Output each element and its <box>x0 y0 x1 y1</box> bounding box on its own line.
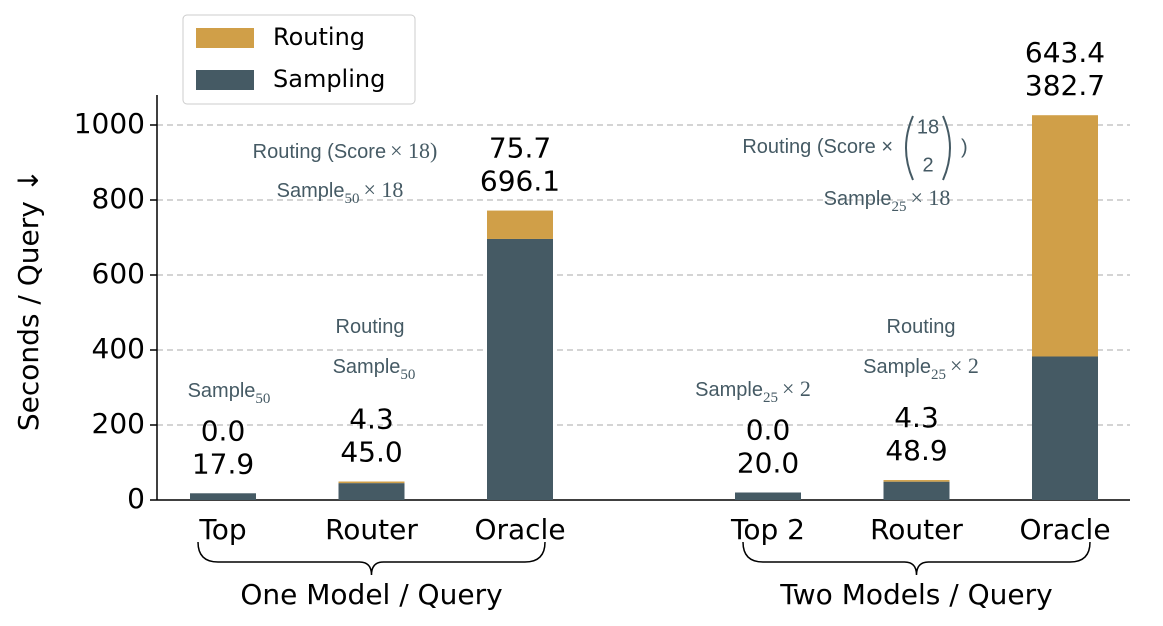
bar-segment <box>338 483 405 500</box>
value-label: 17.9 <box>192 447 254 480</box>
value-label: 20.0 <box>737 447 799 480</box>
y-tick-label: 600 <box>92 257 145 290</box>
annotation-text: Sample <box>824 188 892 210</box>
annotation: Sample25 × 18 <box>824 185 951 215</box>
bar-segment <box>487 238 553 500</box>
annotation-suffix: × 18 <box>910 185 950 210</box>
group-label: One Model / Query <box>240 578 502 611</box>
y-axis-label: Seconds / Query ↓ <box>12 169 45 431</box>
value-label: 45.0 <box>340 436 402 469</box>
annotation-binom-top: 18 <box>917 116 939 138</box>
annotation-subscript: 25 <box>763 390 778 406</box>
bar-segment <box>487 210 553 239</box>
bar-segment <box>735 492 801 500</box>
y-tick-label: 800 <box>92 182 145 215</box>
legend-label: Sampling <box>273 65 385 93</box>
legend-label: Routing <box>273 23 365 51</box>
annotation-suffix: × 18) <box>390 138 437 163</box>
annotation-subscript: 25 <box>891 199 906 215</box>
value-label: 4.3 <box>349 403 394 436</box>
annotation: Sample50 × 18 <box>277 177 404 207</box>
x-tick-label: Top <box>198 513 246 546</box>
annotation-suffix: × 2 <box>950 353 979 378</box>
value-label: 382.7 <box>1025 69 1105 102</box>
value-label: 48.9 <box>885 434 947 467</box>
y-tick-label: 0 <box>127 482 145 515</box>
x-tick-label: Router <box>325 513 418 546</box>
legend-swatch <box>196 28 254 48</box>
annotation-text: Routing (Score × <box>742 136 893 158</box>
annotation: Routing (Score × <box>742 136 893 158</box>
value-label: 696.1 <box>480 165 560 198</box>
bar-segment <box>338 481 405 484</box>
annotation-text: Routing (Score <box>253 141 386 163</box>
value-label: 4.3 <box>894 401 939 434</box>
annotation-text: Sample <box>333 356 401 378</box>
annotation-suffix: × 2 <box>782 376 811 401</box>
annotation-subscript: 25 <box>931 367 946 383</box>
annotation: Sample50 <box>188 380 271 407</box>
group-brace <box>742 541 1091 576</box>
y-tick-label: 1000 <box>74 107 145 140</box>
annotation-subscript: 50 <box>255 391 270 407</box>
value-label: 0.0 <box>746 414 791 447</box>
annotation-text: Sample <box>863 356 931 378</box>
annotation: Routing <box>887 316 956 338</box>
annotation-suffix: × 18 <box>363 177 403 202</box>
x-tick-label: Oracle <box>1019 513 1110 546</box>
annotation-text: Routing <box>887 316 956 338</box>
group-brace <box>197 541 546 576</box>
annotation-binom-bottom: 2 <box>922 154 933 176</box>
x-tick-label: Oracle <box>474 513 565 546</box>
annotation-text: Routing <box>336 316 405 338</box>
group-label: Two Models / Query <box>779 578 1052 611</box>
value-label: 643.4 <box>1025 36 1105 69</box>
annotation: Sample25 × 2 <box>863 353 979 383</box>
annotation: Routing (Score × 18) <box>253 138 438 163</box>
bar-segment <box>1032 356 1098 500</box>
annotation-subscript: 50 <box>400 367 415 383</box>
x-tick-label: Router <box>870 513 963 546</box>
legend-swatch <box>196 70 254 90</box>
bar-segment <box>1032 115 1098 357</box>
annotation: Routing <box>336 316 405 338</box>
x-tick-label: Top 2 <box>730 513 805 546</box>
annotation: Sample50 <box>333 356 416 383</box>
annotation: Sample25 × 2 <box>695 376 811 406</box>
value-label: 0.0 <box>201 414 246 447</box>
annotation-text: Sample <box>188 380 256 402</box>
annotation-text: Sample <box>277 180 345 202</box>
binom-paren <box>942 115 951 181</box>
bar-segment <box>190 493 256 500</box>
value-label: 75.7 <box>489 132 551 165</box>
annotation-subscript: 50 <box>344 191 359 207</box>
y-tick-label: 400 <box>92 332 145 365</box>
y-tick-label: 200 <box>92 407 145 440</box>
annotation-text: Sample <box>695 379 763 401</box>
annotation-suffix: ) <box>961 136 968 158</box>
bar-segment <box>883 481 950 500</box>
bar-segment <box>883 480 950 482</box>
binom-paren <box>905 115 914 181</box>
